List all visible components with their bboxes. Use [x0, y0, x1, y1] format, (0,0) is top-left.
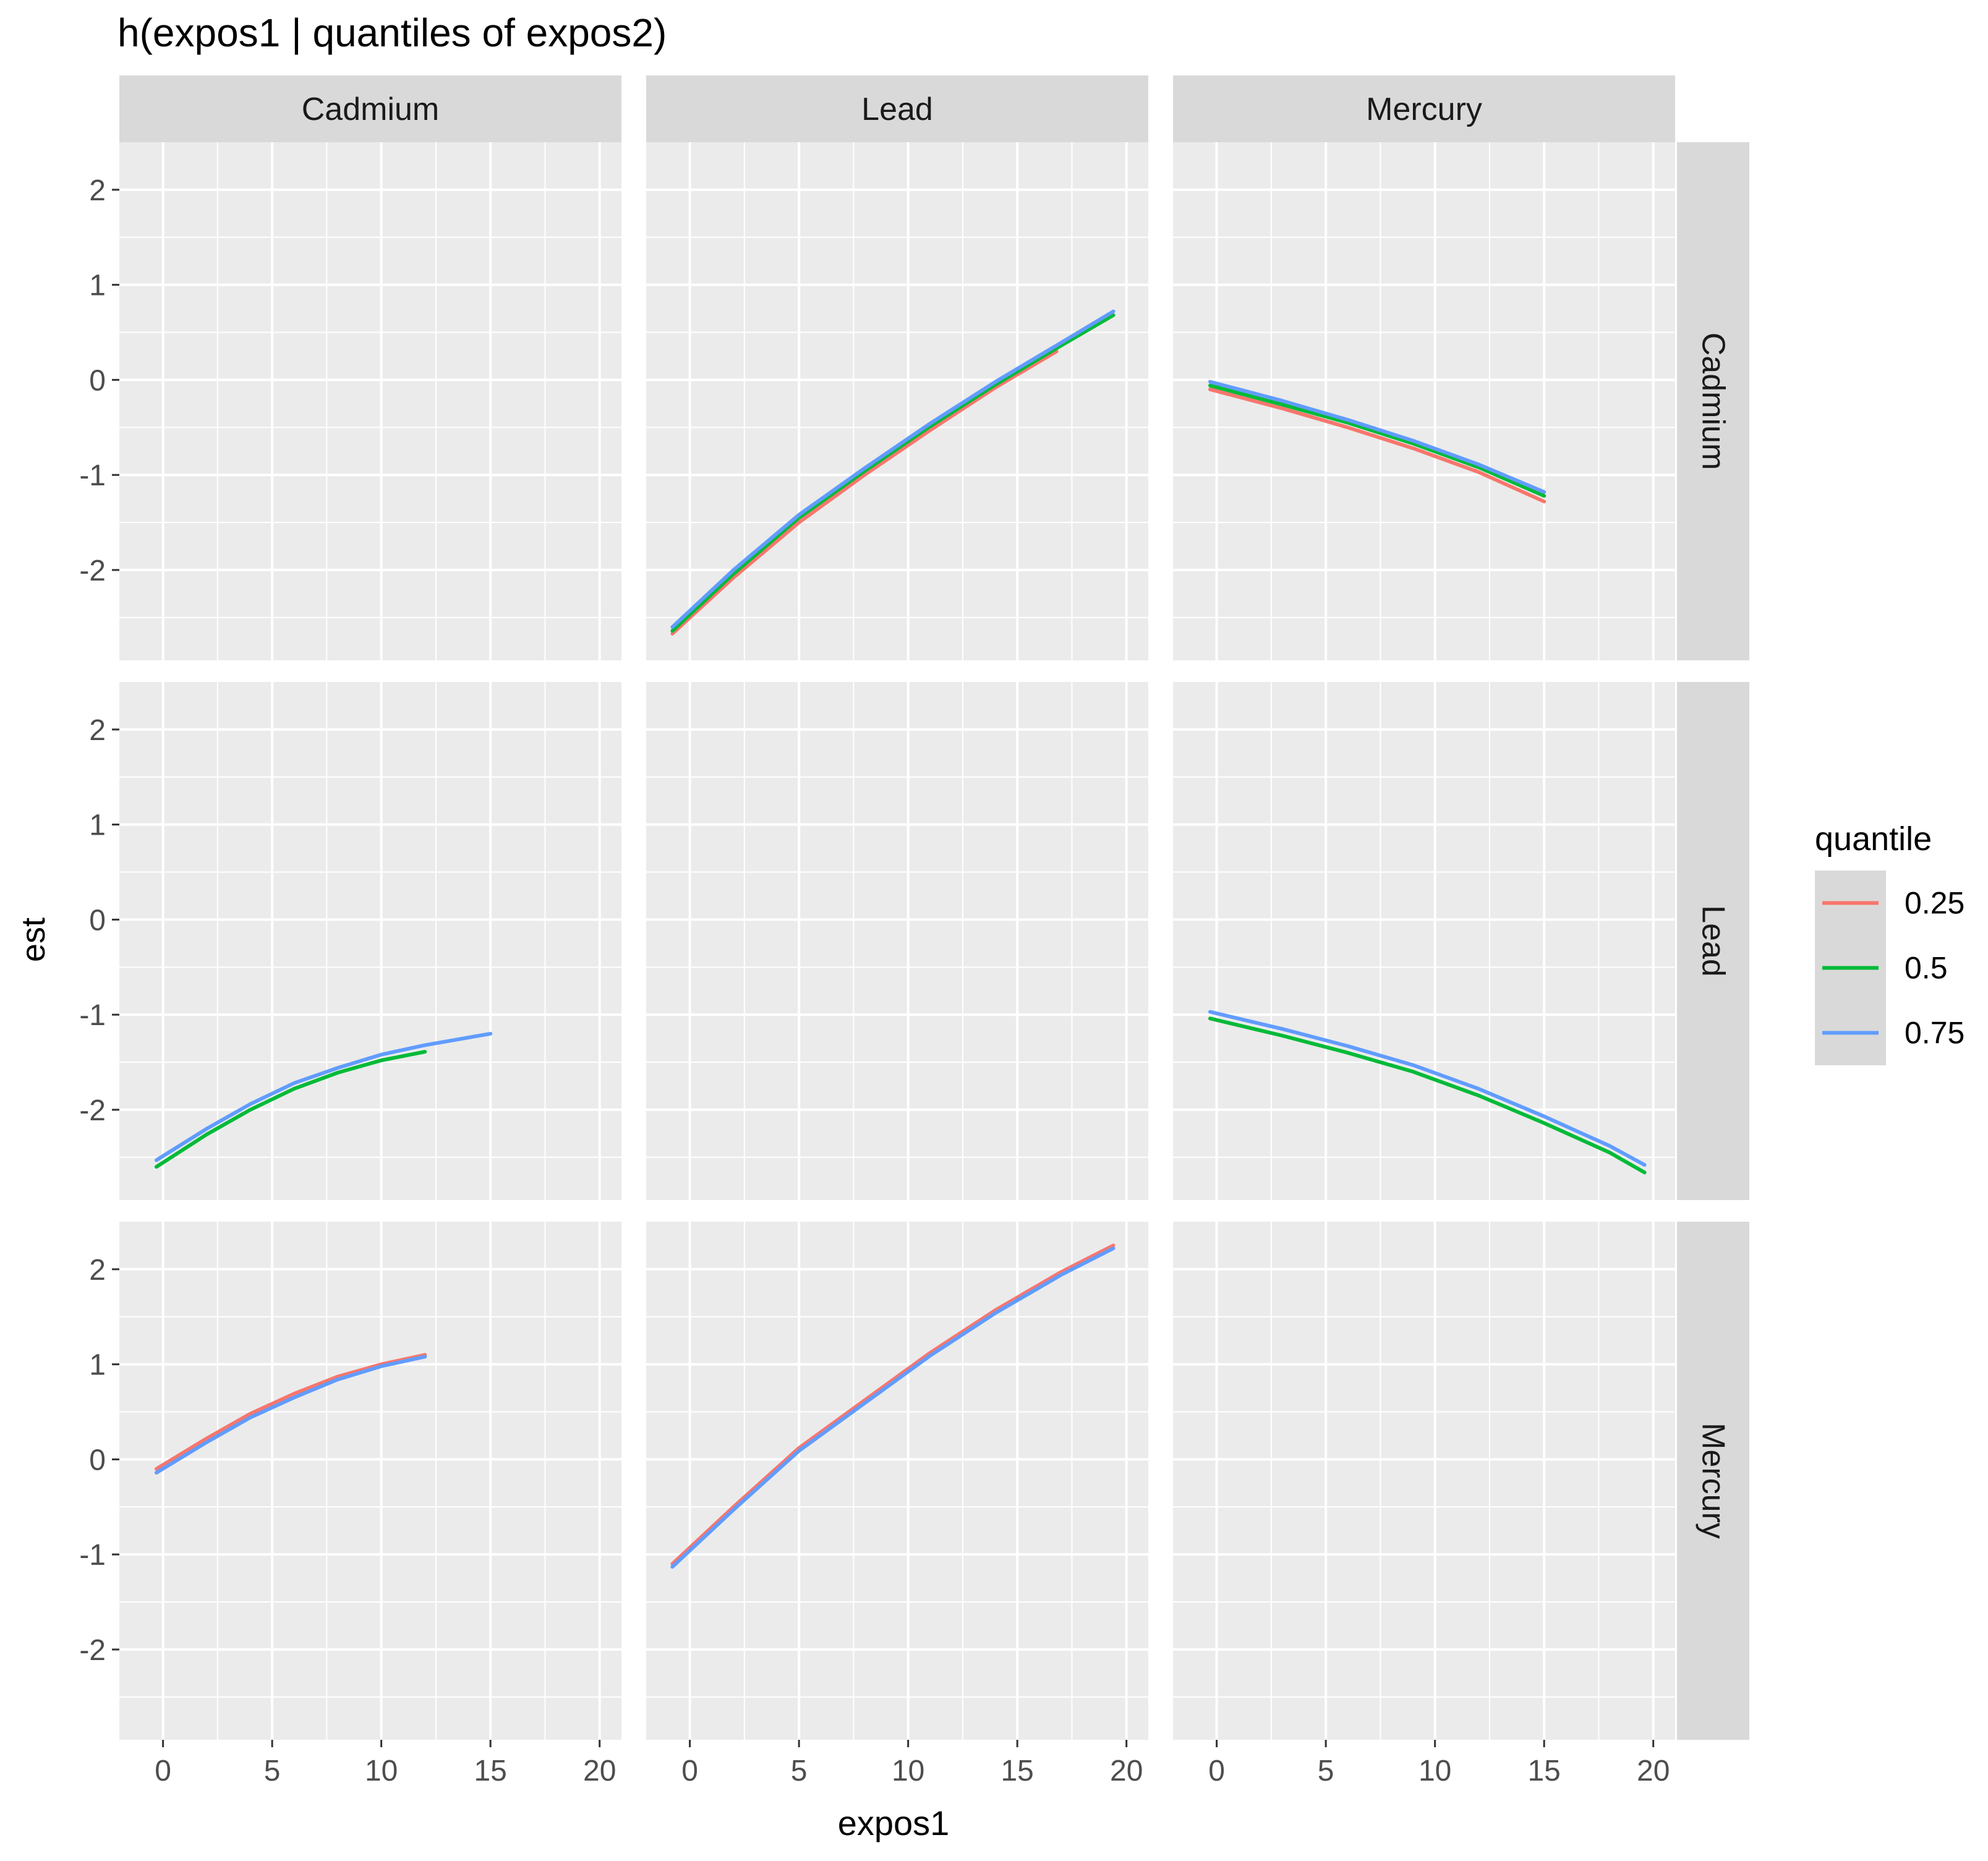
panel-background — [119, 682, 621, 1200]
panel-background — [119, 142, 621, 660]
y-tick-label: 0 — [89, 904, 106, 937]
y-tick-label: -2 — [79, 555, 106, 587]
series-line-q0.75 — [155, 1355, 427, 1475]
y-tick-label: 1 — [89, 809, 106, 842]
col-strip — [646, 75, 1148, 142]
col-strip-label: Mercury — [1366, 92, 1482, 127]
row-strip — [1677, 142, 1749, 660]
series-line-q0.25 — [155, 1353, 427, 1471]
y-tick-label: 1 — [89, 1349, 106, 1382]
y-tick-label: -1 — [79, 459, 106, 492]
panel — [646, 1222, 1148, 1740]
series-line-q0.25 — [670, 1243, 1116, 1566]
x-tick-label: 20 — [1110, 1755, 1143, 1787]
x-axis-label: expos1 — [838, 1804, 950, 1842]
panel-background — [119, 1222, 621, 1740]
legend-title: quantile — [1815, 820, 1932, 858]
x-tick-label: 5 — [791, 1755, 808, 1787]
series-line-q0.5 — [1208, 1016, 1647, 1175]
panel — [1173, 682, 1675, 1200]
x-tick-label: 5 — [264, 1755, 281, 1787]
panel — [1173, 1222, 1675, 1740]
facet-panels: Cadmium Lead Mercury Cadmium Lead Mercury -2 -1… — [79, 75, 1749, 1787]
y-tick-label: 2 — [89, 714, 106, 747]
legend-entry-label: 0.75 — [1905, 1016, 1965, 1050]
row-strip-label: Cadmium — [1696, 333, 1731, 471]
panel-background — [646, 1222, 1148, 1740]
x-tick-label: 15 — [1000, 1755, 1033, 1787]
panel-background — [646, 682, 1148, 1200]
col-strip — [119, 75, 621, 142]
col-strip — [1173, 75, 1675, 142]
panel-background — [1173, 1222, 1675, 1740]
x-tick-label: 20 — [583, 1755, 616, 1787]
row-strip — [1677, 682, 1749, 1200]
x-tick-label: 0 — [681, 1755, 698, 1787]
legend-entry-label: 0.25 — [1905, 886, 1965, 921]
y-tick-label: -1 — [79, 999, 106, 1032]
y-tick-label: 0 — [89, 1444, 106, 1476]
row-strip-label: Mercury — [1696, 1423, 1731, 1539]
series-line-q0.75 — [1208, 380, 1546, 494]
y-axis-label: est — [15, 918, 52, 962]
y-tick-label: 2 — [89, 1254, 106, 1287]
panel — [119, 682, 621, 1200]
y-tick-label: 2 — [89, 174, 106, 207]
panel — [119, 1222, 621, 1740]
row-strip — [1677, 1222, 1749, 1740]
row-strip-label: Lead — [1696, 905, 1731, 977]
x-tick-label: 5 — [1318, 1755, 1334, 1787]
x-tick-label: 0 — [1208, 1755, 1225, 1787]
x-tick-label: 0 — [155, 1755, 171, 1787]
col-strip-label: Lead — [861, 92, 933, 127]
series-line-q0.5 — [155, 1050, 427, 1169]
y-tick-label: -2 — [79, 1094, 106, 1127]
series-line-q0.25 — [1208, 387, 1546, 504]
x-tick-label: 10 — [892, 1755, 924, 1787]
series-line-q0.75 — [670, 1246, 1116, 1569]
y-tick-label: 1 — [89, 270, 106, 302]
series-line-q0.75 — [155, 1031, 493, 1162]
x-tick-label: 10 — [365, 1755, 398, 1787]
y-tick-label: -2 — [79, 1634, 106, 1667]
x-tick-label: 20 — [1637, 1755, 1670, 1787]
panel — [646, 682, 1148, 1200]
x-tick-label: 10 — [1418, 1755, 1451, 1787]
series-line-q0.75 — [1208, 1010, 1647, 1167]
x-tick-label: 15 — [474, 1755, 506, 1787]
x-tick-label: 15 — [1527, 1755, 1560, 1787]
col-strip-label: Cadmium — [302, 92, 440, 127]
chart-title: h(expos1 | quantiles of expos2) — [117, 11, 667, 55]
panel-background — [1173, 682, 1675, 1200]
panel — [119, 142, 621, 660]
y-tick-label: -1 — [79, 1539, 106, 1572]
series-line-q0.5 — [670, 313, 1116, 633]
legend: quantile 0.25 0.5 0.75 — [1815, 820, 1965, 1065]
y-tick-label: 0 — [89, 364, 106, 397]
series-line-q0.25 — [670, 349, 1059, 636]
legend-entry-label: 0.5 — [1905, 951, 1948, 986]
series-line-q0.75 — [670, 309, 1116, 629]
series-line-q0.5 — [1208, 383, 1546, 498]
